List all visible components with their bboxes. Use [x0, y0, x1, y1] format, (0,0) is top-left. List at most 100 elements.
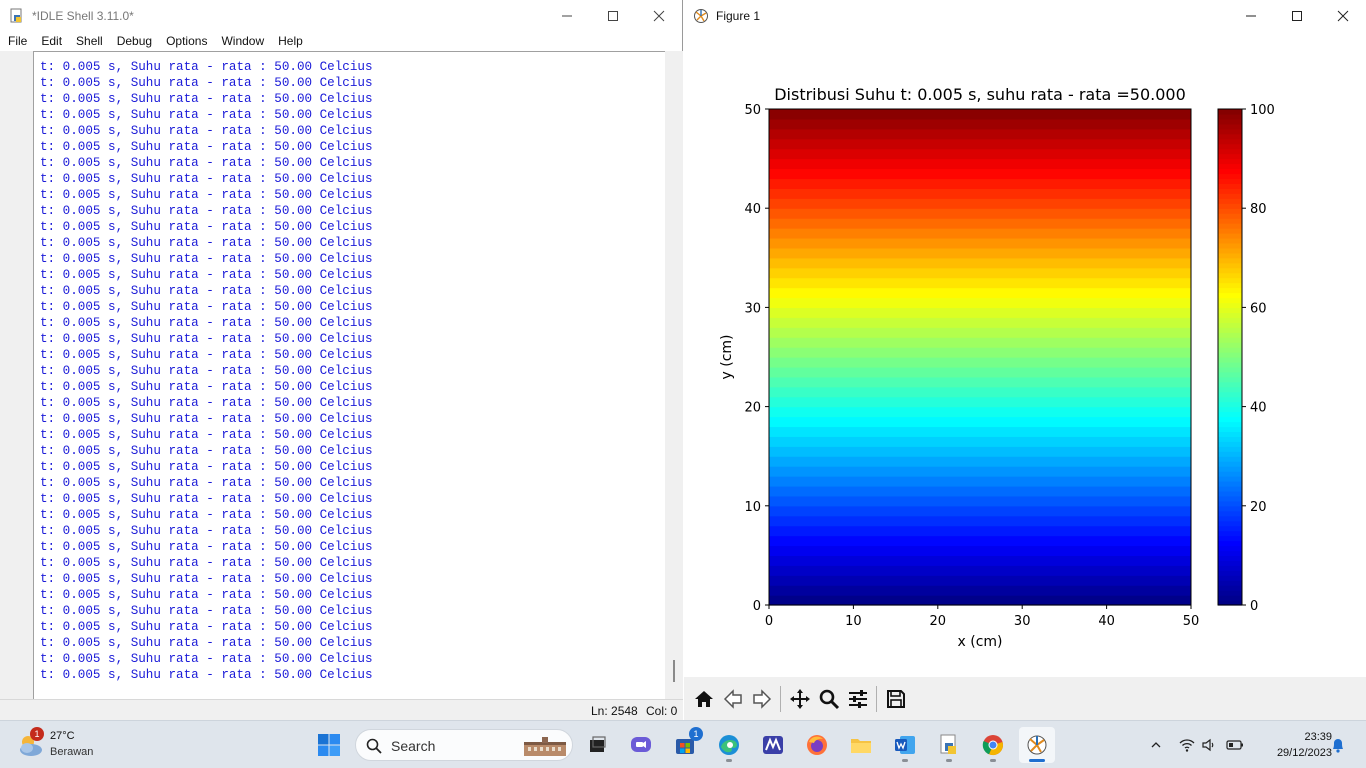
colorbar-segment: [1218, 213, 1242, 219]
maximize-button[interactable]: [590, 0, 636, 31]
colorbar-segment: [1218, 317, 1242, 323]
home-button[interactable]: [689, 684, 718, 714]
save-button[interactable]: [881, 684, 910, 714]
pan-button[interactable]: [785, 684, 814, 714]
back-button[interactable]: [718, 684, 747, 714]
heatmap-chart[interactable]: Distribusi Suhu t: 0.005 s, suhu rata - …: [684, 31, 1366, 677]
matplotlib-figure-button[interactable]: [1019, 727, 1055, 763]
heatmap-band: [769, 565, 1191, 576]
figure-maximize-button[interactable]: [1274, 0, 1320, 31]
idle-titlebar[interactable]: *IDLE Shell 3.11.0*: [0, 0, 682, 31]
x-tick-label: 20: [930, 614, 947, 629]
colorbar-segment: [1218, 307, 1242, 313]
notifications-button[interactable]: [1328, 735, 1348, 755]
firefox-button[interactable]: [799, 727, 835, 763]
system-clock[interactable]: 23:39 29/12/2023: [1252, 729, 1332, 761]
scrollbar-thumb[interactable]: [673, 660, 675, 682]
folder-icon: [851, 739, 871, 753]
shell-output-line: t: 0.005 s, Suhu rata - rata : 50.00 Cel…: [40, 620, 373, 634]
python-idle-icon: [940, 734, 956, 754]
heatmap-band: [769, 505, 1191, 517]
colorbar-segment: [1218, 510, 1242, 517]
colorbar-segment: [1218, 218, 1242, 224]
mathway-app-button[interactable]: [755, 727, 791, 763]
show-hidden-icons-button[interactable]: [1146, 735, 1166, 755]
chrome-button[interactable]: [975, 727, 1011, 763]
task-view-button[interactable]: [579, 727, 615, 763]
python-idle-button[interactable]: [931, 727, 967, 763]
network-status[interactable]: [1177, 735, 1197, 755]
colorbar-segment: [1218, 560, 1242, 566]
heatmap-band: [769, 446, 1191, 457]
weather-badge: 1: [30, 727, 44, 741]
word-button[interactable]: [887, 727, 923, 763]
zoom-button[interactable]: [814, 684, 843, 714]
shell-output-line: t: 0.005 s, Suhu rata - rata : 50.00 Cel…: [40, 508, 373, 522]
edge-button[interactable]: [711, 727, 747, 763]
colorbar-segment: [1218, 575, 1242, 581]
shell-output-line: t: 0.005 s, Suhu rata - rata : 50.00 Cel…: [40, 252, 373, 266]
colorbar-segment: [1218, 128, 1242, 135]
configure-subplots-button[interactable]: [843, 684, 872, 714]
shell-output-line: t: 0.005 s, Suhu rata - rata : 50.00 Cel…: [40, 124, 373, 138]
minimize-button[interactable]: [544, 0, 590, 31]
microsoft-store-button[interactable]: 1: [667, 727, 703, 763]
colorbar-segment: [1218, 148, 1242, 155]
menu-edit[interactable]: Edit: [41, 34, 63, 48]
shell-output-line: t: 0.005 s, Suhu rata - rata : 50.00 Cel…: [40, 316, 373, 330]
weather-cloud-icon: [20, 736, 42, 756]
close-button[interactable]: [636, 0, 682, 31]
shell-output-line: t: 0.005 s, Suhu rata - rata : 50.00 Cel…: [40, 140, 373, 154]
colorbar-segment: [1218, 595, 1242, 601]
forward-button[interactable]: [747, 684, 776, 714]
colorbar-tick-label: 80: [1250, 202, 1267, 217]
colorbar-segment: [1218, 282, 1242, 289]
shell-output-line: t: 0.005 s, Suhu rata - rata : 50.00 Cel…: [40, 156, 373, 170]
heatmap-band: [769, 317, 1191, 328]
colorbar-segment: [1218, 168, 1242, 175]
colorbar-segment: [1218, 371, 1242, 378]
colorbar-segment: [1218, 485, 1242, 492]
figure-titlebar[interactable]: Figure 1: [684, 0, 1366, 31]
menu-file[interactable]: File: [8, 34, 28, 48]
battery-status[interactable]: [1225, 735, 1245, 755]
shell-output-line: t: 0.005 s, Suhu rata - rata : 50.00 Cel…: [40, 492, 373, 506]
start-button[interactable]: [311, 727, 347, 763]
colorbar-segment: [1218, 416, 1242, 423]
colorbar-segment: [1218, 332, 1242, 338]
vertical-scrollbar[interactable]: [666, 51, 683, 699]
colorbar-segment: [1218, 297, 1242, 304]
figure-minimize-button[interactable]: [1228, 0, 1274, 31]
figure-close-button[interactable]: [1320, 0, 1366, 31]
menu-debug[interactable]: Debug: [116, 34, 153, 48]
running-indicator: [1029, 759, 1045, 762]
heatmap-band: [769, 396, 1191, 408]
heatmap-band: [769, 585, 1191, 596]
x-tick-label: 40: [1098, 614, 1115, 629]
shell-output-line: t: 0.005 s, Suhu rata - rata : 50.00 Cel…: [40, 92, 373, 106]
volume-control[interactable]: [1199, 735, 1219, 755]
colorbar-segment: [1218, 500, 1242, 507]
shell-output-line: t: 0.005 s, Suhu rata - rata : 50.00 Cel…: [40, 556, 373, 570]
teams-chat-button[interactable]: [623, 727, 659, 763]
search-placeholder: Search: [391, 738, 436, 754]
menu-help[interactable]: Help: [278, 34, 303, 48]
heatmap-band: [769, 436, 1191, 447]
heatmap-band: [769, 525, 1191, 537]
menu-options[interactable]: Options: [166, 34, 208, 48]
menu-shell[interactable]: Shell: [76, 34, 103, 48]
menu-window[interactable]: Window: [221, 34, 265, 48]
windows-start-icon: [318, 734, 340, 756]
colorbar-segment: [1218, 505, 1242, 512]
heatmap-band: [769, 208, 1191, 219]
heatmap-band: [769, 476, 1191, 487]
taskbar-search[interactable]: Search: [355, 729, 573, 761]
y-tick-label: 0: [753, 599, 761, 614]
colorbar-segment: [1218, 327, 1242, 333]
weather-widget[interactable]: 1 27°C Berawan: [16, 727, 136, 763]
heatmap-band: [769, 575, 1191, 586]
search-icon: [366, 738, 382, 754]
file-explorer-button[interactable]: [843, 727, 879, 763]
shell-output-line: t: 0.005 s, Suhu rata - rata : 50.00 Cel…: [40, 300, 373, 314]
shell-output[interactable]: t: 0.005 s, Suhu rata - rata : 50.00 Cel…: [33, 51, 665, 699]
